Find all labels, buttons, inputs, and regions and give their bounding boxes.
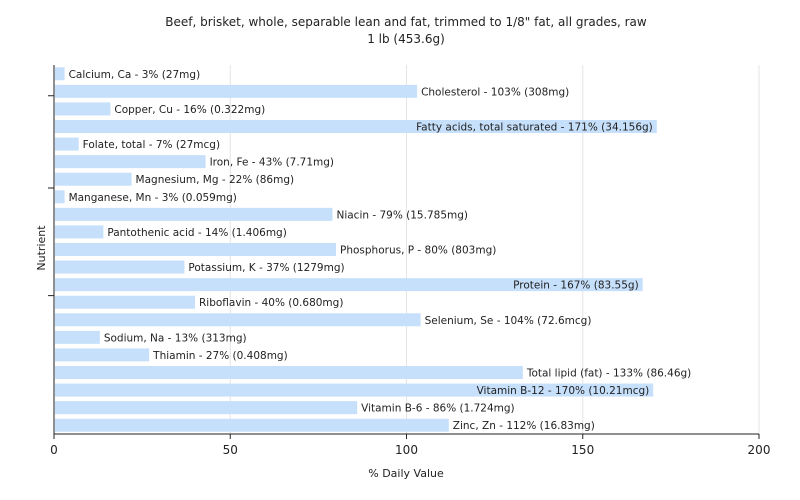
chart-title: Beef, brisket, whole, separable lean and… <box>165 15 647 29</box>
bar-label-13: Riboflavin - 40% (0.680mg) <box>199 297 343 309</box>
bar-19 <box>55 401 358 415</box>
bar-15 <box>55 330 100 344</box>
x-tick-label-1: 50 <box>223 443 238 457</box>
bar-label-1: Cholesterol - 103% (308mg) <box>421 86 569 98</box>
x-axis-label: % Daily Value <box>368 467 444 480</box>
x-tick-label-4: 200 <box>748 443 771 457</box>
bar-label-5: Iron, Fe - 43% (7.71mg) <box>210 157 334 169</box>
bar-10 <box>55 243 336 256</box>
bar-label-19: Vitamin B-6 - 86% (1.724mg) <box>361 403 515 415</box>
bar-14 <box>55 313 421 327</box>
bar-4 <box>55 137 79 151</box>
bar-2 <box>55 102 111 116</box>
bars: Calcium, Ca - 3% (27mg) Cholesterol - 103… <box>55 67 691 432</box>
bar-16 <box>55 348 150 362</box>
bar-label-20: Zinc, Zn - 112% (16.83mg) <box>453 420 595 432</box>
bar-6 <box>55 172 132 186</box>
bar-8 <box>55 207 333 221</box>
bar-label-14: Selenium, Se - 104% (72.6mcg) <box>425 315 592 327</box>
bar-18 <box>55 383 654 397</box>
bar-13 <box>55 295 195 309</box>
bar-17 <box>55 366 523 379</box>
x-tick-label-2: 100 <box>395 443 418 457</box>
bar-label-2: Copper, Cu - 16% (0.322mg) <box>114 104 265 116</box>
bar-label-12: Protein - 167% (83.55g) <box>513 280 639 292</box>
bar-20 <box>55 418 449 432</box>
y-axis-label: Nutrient <box>35 225 48 271</box>
bar-label-0: Calcium, Ca - 3% (27mg) <box>69 69 201 81</box>
bar-3 <box>55 120 657 133</box>
bar-label-10: Phosphorus, P - 80% (803mg) <box>340 245 496 257</box>
x-axis-ticks: 0 50 100 150 200 <box>50 434 770 457</box>
chart-subtitle: 1 lb (453.6g) <box>367 32 445 46</box>
bar-12 <box>55 278 643 292</box>
bar-label-4: Folate, total - 7% (27mcg) <box>83 139 220 151</box>
bar-5 <box>55 155 206 169</box>
bar-1 <box>55 84 418 98</box>
bar-0 <box>55 67 65 81</box>
bar-11 <box>55 260 185 274</box>
bar-label-7: Manganese, Mn - 3% (0.059mg) <box>69 192 237 204</box>
bar-label-15: Sodium, Na - 13% (313mg) <box>104 332 247 344</box>
bar-label-8: Niacin - 79% (15.785mg) <box>336 209 468 221</box>
bar-label-16: Thiamin - 27% (0.408mg) <box>152 350 288 362</box>
bar-9 <box>55 225 104 239</box>
bar-label-18: Vitamin B-12 - 170% (10.21mcg) <box>477 385 650 397</box>
x-tick-label-0: 0 <box>50 443 58 457</box>
bar-label-9: Pantothenic acid - 14% (1.406mg) <box>107 227 286 239</box>
bar-7 <box>55 190 65 204</box>
bar-label-6: Magnesium, Mg - 22% (86mg) <box>136 174 295 186</box>
bar-label-3: Fatty acids, total saturated - 171% (34.… <box>416 122 653 134</box>
bar-label-17: Total lipid (fat) - 133% (86.46g) <box>526 368 691 380</box>
bar-label-11: Potassium, K - 37% (1279mg) <box>188 262 344 274</box>
x-tick-label-3: 150 <box>571 443 594 457</box>
